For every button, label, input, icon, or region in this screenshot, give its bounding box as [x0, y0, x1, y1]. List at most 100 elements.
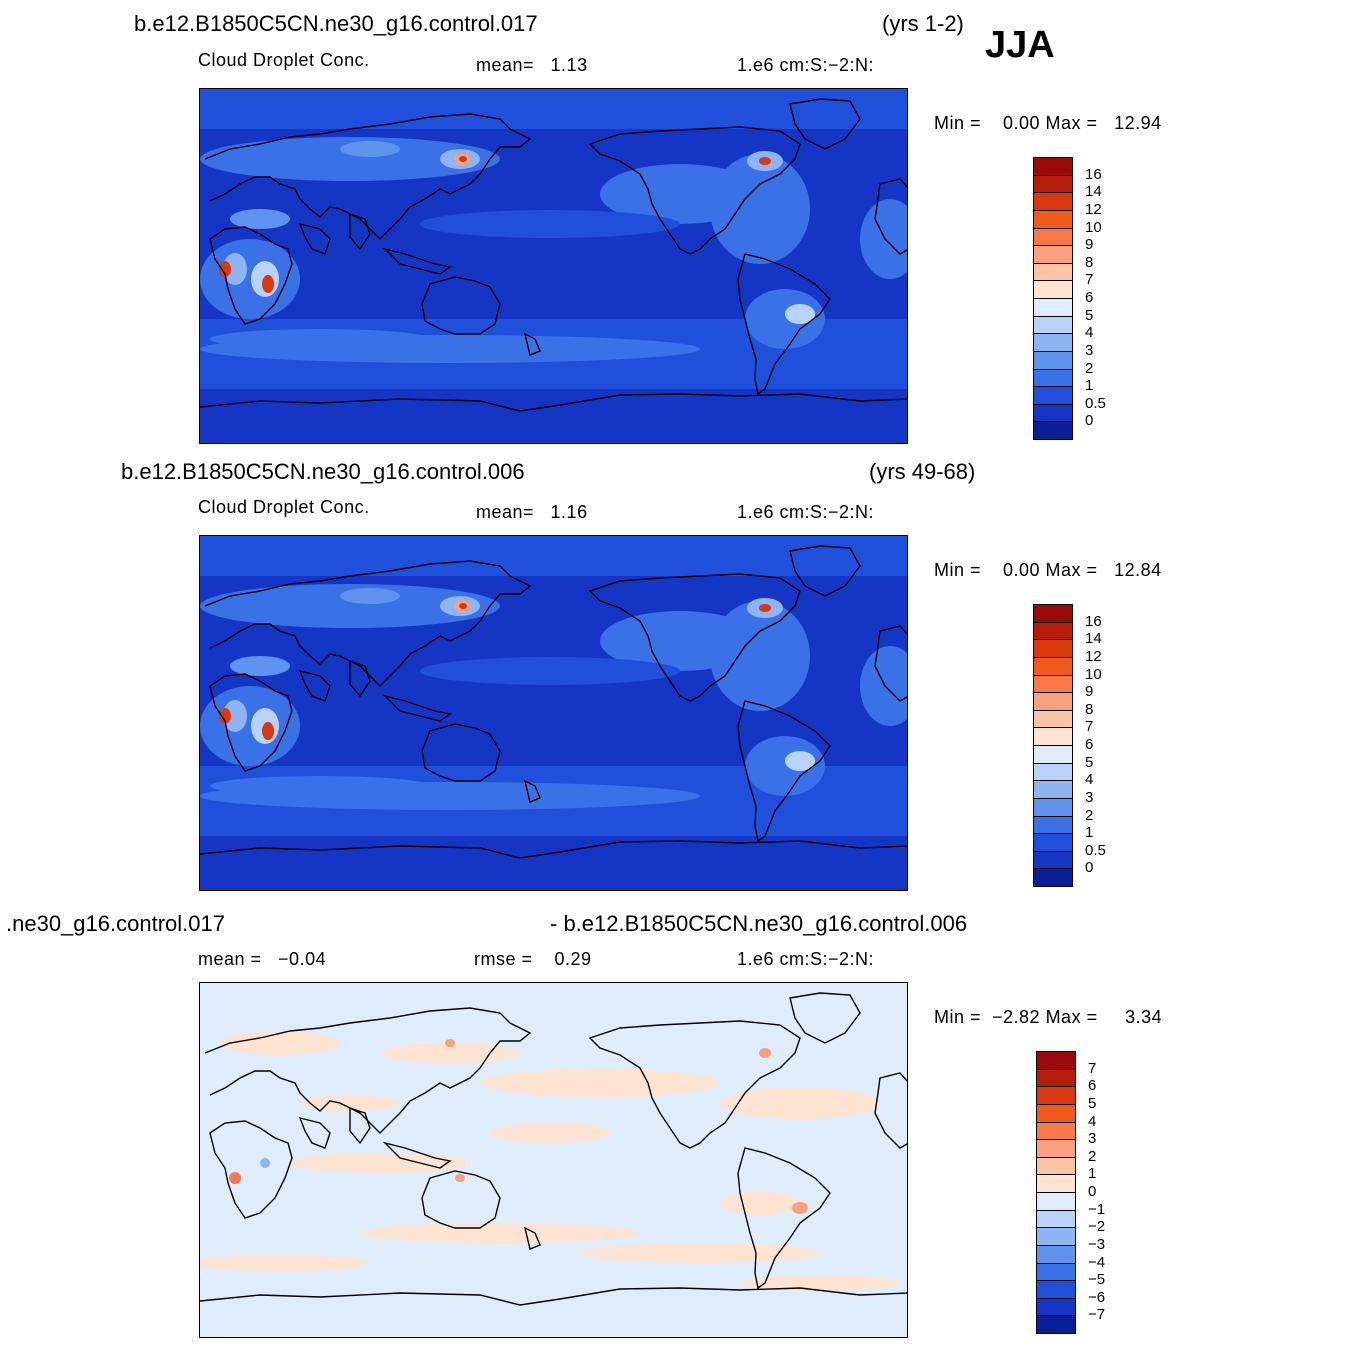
colorbar-label: 0.5	[1085, 841, 1106, 859]
colorbar-label: 14	[1085, 630, 1102, 648]
colorbar-label: 2	[1085, 359, 1094, 377]
colorbar-label: 8	[1085, 700, 1094, 718]
colorbar-box	[1036, 1227, 1076, 1246]
colorbar-box	[1033, 368, 1073, 388]
colorbar-box	[1033, 262, 1073, 282]
colorbar-label: −7	[1088, 1306, 1106, 1324]
colorbar-label: 3	[1088, 1130, 1097, 1148]
colorbar-label: 7	[1085, 718, 1094, 736]
colorbar-box	[1033, 192, 1073, 211]
colorbar-label: 0	[1088, 1183, 1097, 1200]
panel3-map	[199, 982, 908, 1338]
colorbar-box	[1033, 762, 1073, 782]
colorbar-box	[1033, 639, 1073, 658]
colorbar-box	[1036, 1192, 1076, 1211]
panel3-colorbar: 7 6 5 4 3 2 1 0 −1 −2 −3 −4 −5 −6 −7	[1036, 1051, 1116, 1334]
colorbar-label: 12	[1085, 647, 1102, 665]
panel3-case-left: .ne30_g16.control.017	[6, 911, 225, 936]
colorbar-label: 9	[1085, 683, 1094, 701]
colorbar-label: 4	[1088, 1112, 1097, 1130]
colorbar-box	[1033, 621, 1073, 641]
colorbar-label: 8	[1085, 253, 1094, 271]
colorbar-label: 4	[1085, 771, 1094, 789]
colorbar-box	[1036, 1297, 1076, 1317]
colorbar-label: 4	[1085, 324, 1094, 342]
colorbar-label: 0	[1085, 859, 1094, 877]
colorbar-box	[1033, 745, 1073, 764]
colorbar-box	[1033, 656, 1073, 676]
colorbar-box	[1036, 1121, 1076, 1141]
panel1-years: (yrs 1-2)	[882, 11, 964, 36]
colorbar-label: 10	[1085, 218, 1102, 236]
colorbar-box	[1036, 1209, 1076, 1229]
colorbar-label: 6	[1085, 289, 1094, 306]
panel1-colorbar: 16 14 12 10 9 8 7 6 5 4 3 2 1 0.5 0	[1033, 157, 1113, 440]
panel2-units: 1.e6 cm:S:−2:N:	[737, 502, 875, 522]
colorbar-label: 3	[1085, 788, 1094, 806]
colorbar-label: 2	[1085, 806, 1094, 824]
colorbar-label: 1	[1085, 824, 1094, 842]
panel1-variable: Cloud Droplet Conc.	[198, 50, 370, 70]
colorbar-label: 5	[1088, 1094, 1097, 1112]
colorbar-box	[1033, 350, 1073, 370]
panel1-units: 1.e6 cm:S:−2:N:	[737, 55, 875, 75]
colorbar-box	[1036, 1086, 1076, 1105]
panel3-case-right: - b.e12.B1850C5CN.ne30_g16.control.006	[550, 911, 968, 936]
colorbar-label: 0.5	[1085, 394, 1106, 412]
colorbar-box	[1033, 174, 1073, 194]
panel2-variable: Cloud Droplet Conc.	[198, 497, 370, 517]
colorbar-box	[1033, 333, 1073, 352]
colorbar-label: 16	[1085, 612, 1102, 630]
colorbar-box	[1033, 815, 1073, 835]
colorbar-label: −5	[1088, 1271, 1106, 1289]
panel2-case-title: b.e12.B1850C5CN.ne30_g16.control.006	[121, 459, 525, 484]
panel1-map	[199, 88, 908, 444]
colorbar-label: 1	[1088, 1165, 1097, 1183]
colorbar-label: −3	[1088, 1235, 1106, 1253]
panel2-map	[199, 535, 908, 891]
panel2-mean: mean= 1.16	[476, 502, 588, 522]
colorbar-label: 12	[1085, 200, 1102, 218]
colorbar-box	[1036, 1244, 1076, 1264]
panel1-case-title: b.e12.B1850C5CN.ne30_g16.control.017	[134, 11, 538, 36]
colorbar-box	[1033, 727, 1073, 746]
panel1-minmax: Min = 0.00 Max = 12.94	[934, 113, 1162, 133]
colorbar-label: 1	[1085, 377, 1094, 395]
panel3-units: 1.e6 cm:S:−2:N:	[737, 949, 875, 969]
colorbar-label: 10	[1085, 665, 1102, 683]
colorbar-box	[1033, 868, 1073, 887]
colorbar-box	[1033, 674, 1073, 694]
colorbar-label: 9	[1085, 236, 1094, 254]
colorbar-box	[1033, 227, 1073, 247]
panel3-minmax: Min = −2.82 Max = 3.34	[934, 1007, 1163, 1027]
colorbar-box	[1033, 421, 1073, 440]
colorbar-label: 16	[1085, 165, 1102, 183]
colorbar-label: −1	[1088, 1200, 1106, 1218]
colorbar-label: 6	[1085, 736, 1094, 753]
colorbar-box	[1033, 315, 1073, 335]
colorbar-box	[1033, 280, 1073, 299]
colorbar-label: 3	[1085, 341, 1094, 359]
colorbar-label: 0	[1085, 412, 1094, 430]
colorbar-box	[1036, 1280, 1076, 1299]
colorbar-box	[1036, 1103, 1076, 1123]
colorbar-box	[1033, 692, 1073, 711]
panel2-colorbar: 16 14 12 10 9 8 7 6 5 4 3 2 1 0.5 0	[1033, 604, 1113, 887]
colorbar-box	[1033, 797, 1073, 817]
panel2-years: (yrs 49-68)	[869, 459, 976, 484]
colorbar-label: 7	[1088, 1059, 1097, 1077]
colorbar-label: −6	[1088, 1288, 1106, 1306]
colorbar-label: 5	[1085, 753, 1094, 771]
colorbar-box	[1033, 209, 1073, 229]
colorbar-box	[1036, 1262, 1076, 1282]
colorbar-box	[1033, 833, 1073, 852]
panel2-minmax: Min = 0.00 Max = 12.84	[934, 560, 1162, 580]
colorbar-label: 7	[1085, 271, 1094, 289]
colorbar-box	[1033, 850, 1073, 870]
colorbar-box	[1033, 386, 1073, 405]
colorbar-label: −2	[1088, 1218, 1106, 1236]
colorbar-box	[1033, 245, 1073, 264]
colorbar-box	[1036, 1068, 1076, 1088]
colorbar-box	[1036, 1174, 1076, 1193]
colorbar-box	[1033, 709, 1073, 729]
